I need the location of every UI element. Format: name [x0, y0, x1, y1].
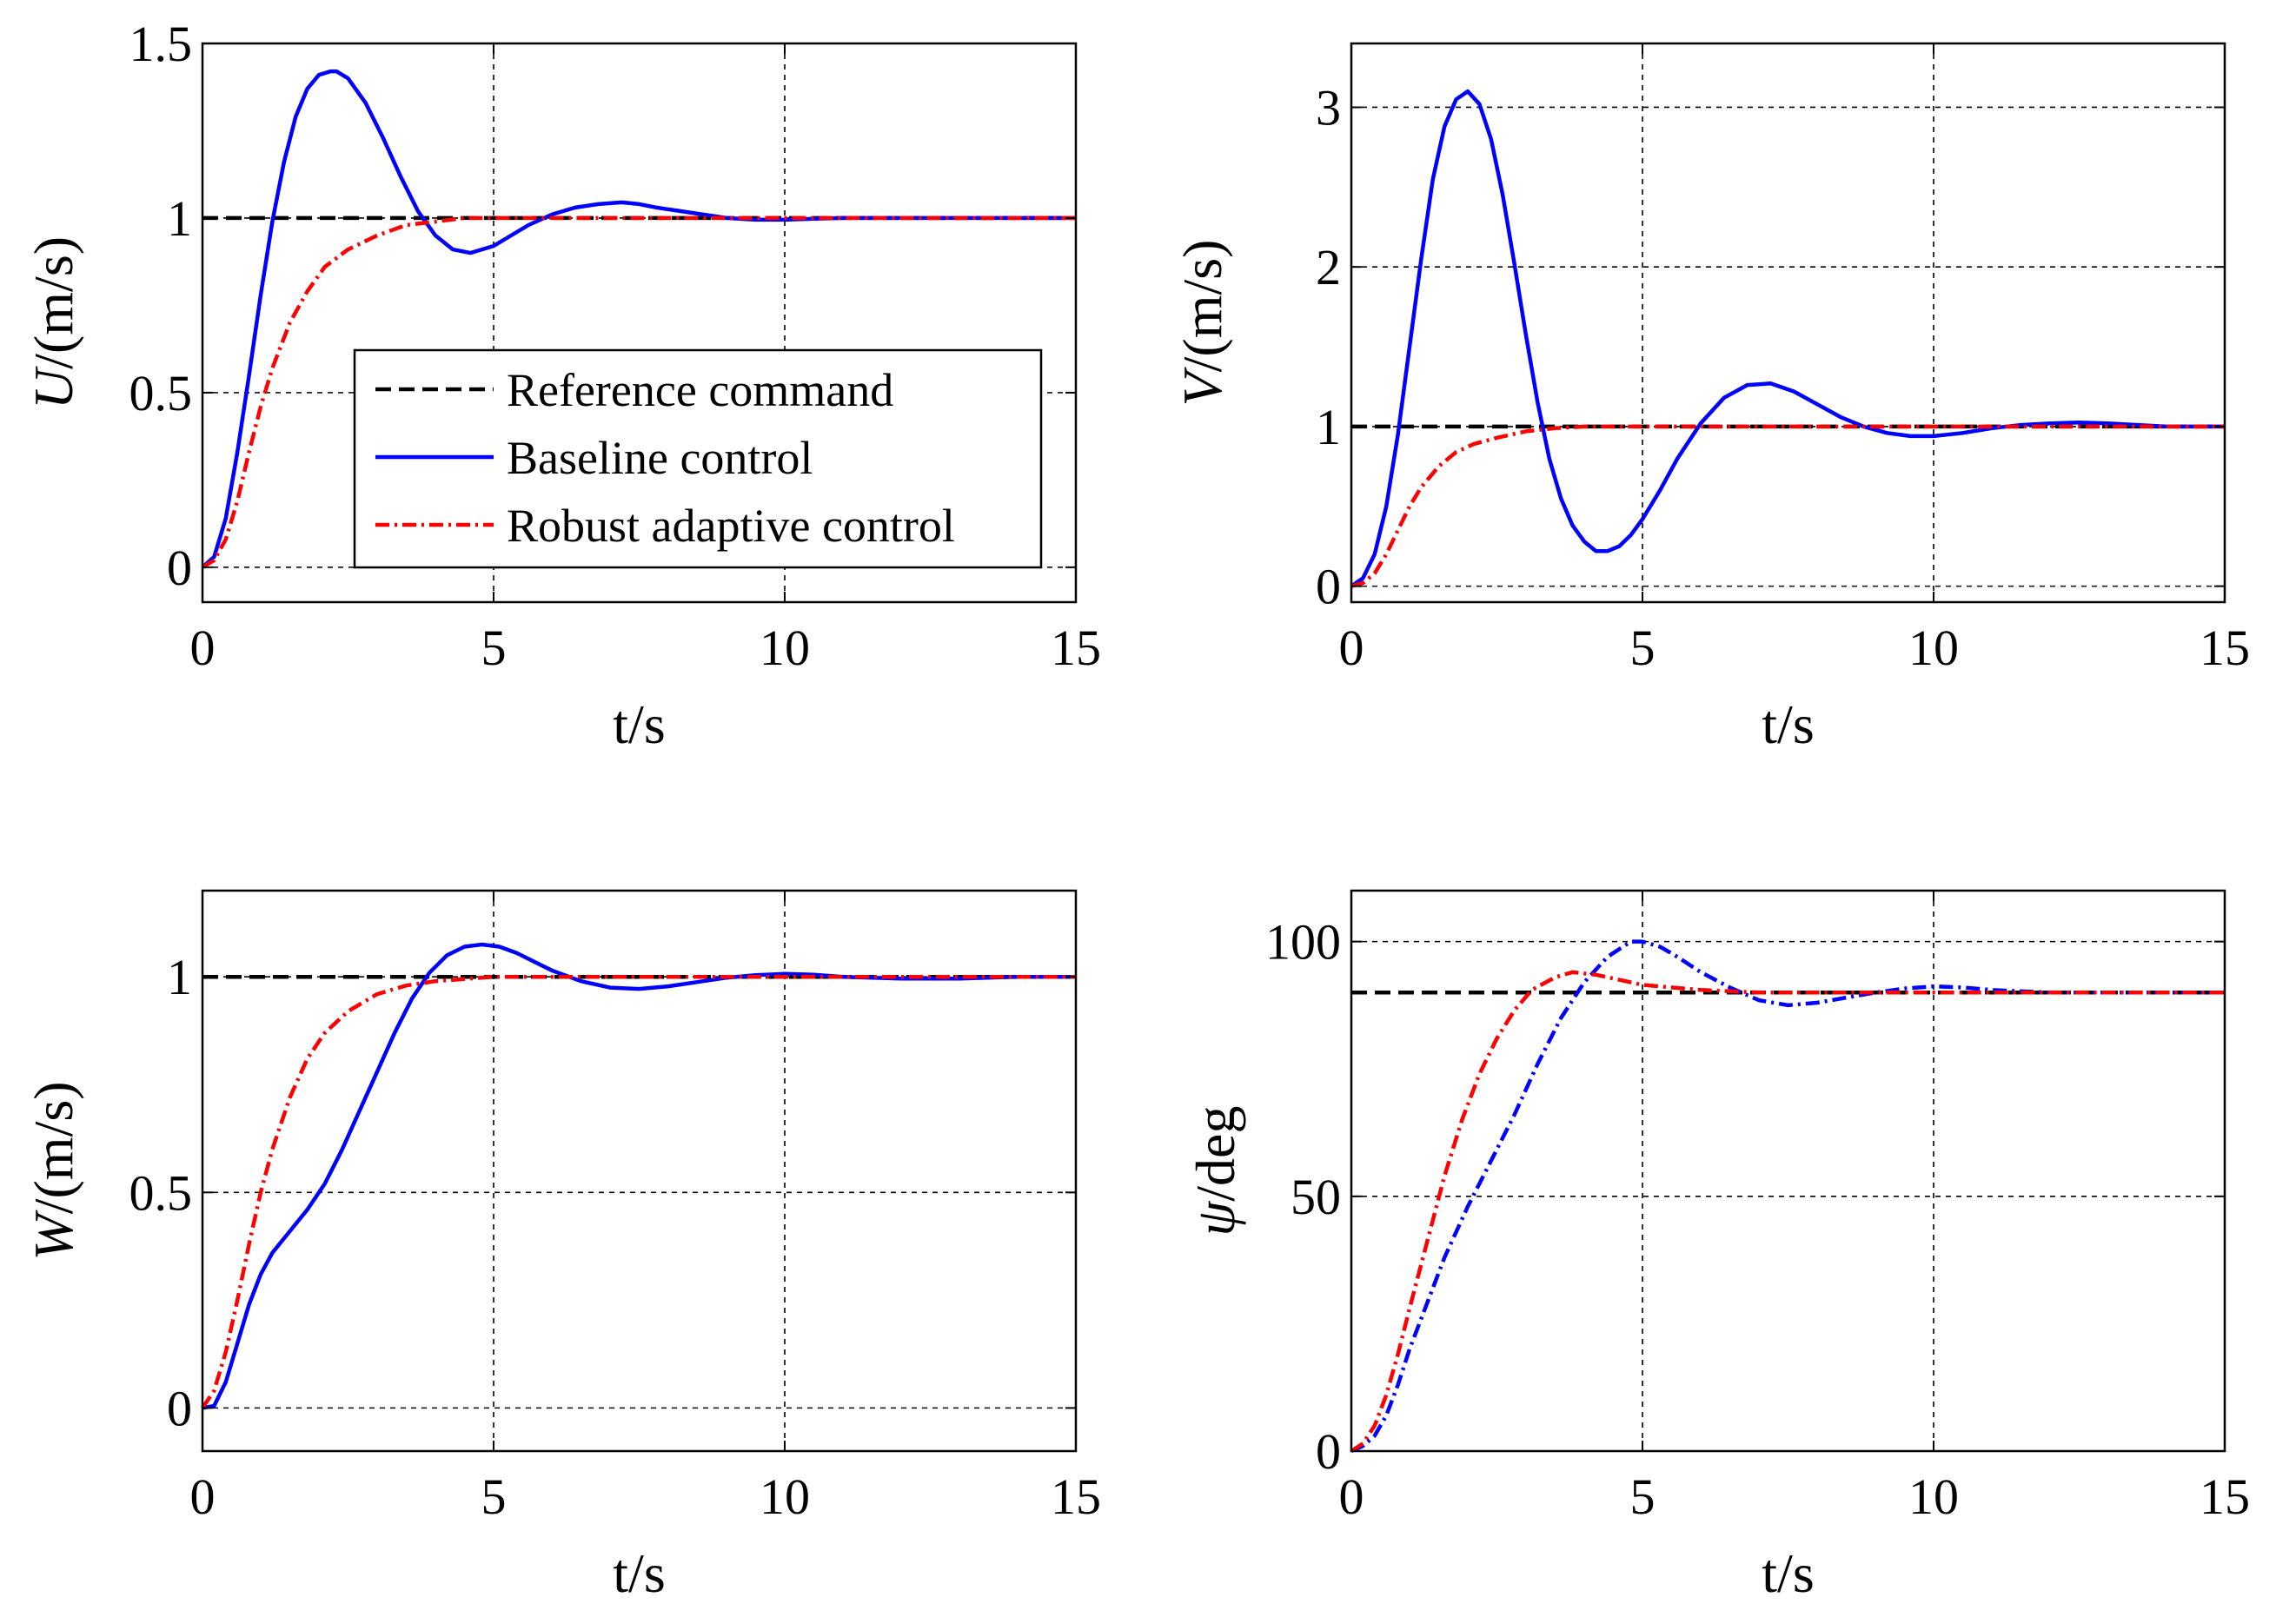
- series-line-robust-adaptive-control: [201, 974, 1076, 1409]
- x-tick-label: 10: [760, 620, 810, 676]
- legend-label-baseline: Baseline control: [507, 432, 813, 484]
- plot-area: [1351, 43, 2225, 602]
- x-tick-label: 0: [1339, 620, 1364, 676]
- legend: Reference command Baseline control Robus…: [353, 348, 1043, 569]
- x-tick-label: 0: [1339, 1468, 1364, 1525]
- legend-label-reference: Reference command: [507, 364, 893, 416]
- axes-frame: [1350, 42, 2226, 604]
- x-tick-label: 15: [1051, 620, 1101, 676]
- x-tick-label: 0: [190, 1468, 216, 1525]
- legend-label-robust: Robust adaptive control: [507, 500, 955, 552]
- series-line-baseline-control: [201, 69, 1076, 569]
- plot-area: [202, 891, 1076, 1451]
- y-axis-variable: W: [23, 1210, 84, 1261]
- y-tick-label: 50: [1291, 1169, 1341, 1225]
- y-tick-label: 2: [1316, 239, 1341, 295]
- y-tick-label: 1.5: [129, 16, 193, 72]
- y-axis-variable: U: [23, 366, 84, 409]
- y-axis-label: V/(m/s): [1171, 240, 1233, 407]
- axes-frame: [201, 889, 1078, 1453]
- x-tick-label: 0: [190, 620, 216, 676]
- series-line-robust-adaptive-control: [1350, 424, 2225, 588]
- x-tick-label: 5: [481, 620, 507, 676]
- x-axis-label: t/s: [613, 1542, 665, 1604]
- x-tick-label: 15: [2200, 1468, 2250, 1525]
- y-tick-label: 3: [1316, 79, 1341, 136]
- series-line-robust-adaptive-control: [1350, 970, 2225, 1453]
- x-axis-label: t/s: [1762, 1542, 1814, 1604]
- x-axis-label: t/s: [1762, 693, 1814, 755]
- y-axis-unit: /(m/s): [23, 236, 84, 369]
- y-axis-unit: /deg: [1184, 1106, 1246, 1202]
- y-axis-variable: ψ: [1184, 1200, 1246, 1236]
- y-tick-label: 1: [167, 190, 192, 247]
- subplot-heading-psi: 0 5 10 15 0 50 100 t/s ψ/deg: [1184, 889, 2250, 1604]
- y-axis-variable: V: [1171, 366, 1233, 406]
- x-tick-label: 5: [1630, 1468, 1656, 1525]
- y-tick-label: 0: [1316, 559, 1341, 615]
- x-tick-label: 15: [1051, 1468, 1101, 1525]
- y-tick-label: 1: [167, 949, 192, 1005]
- series-line-baseline-control: [1350, 939, 2225, 1454]
- y-axis-label: W/(m/s): [23, 1081, 84, 1260]
- x-tick-label: 15: [2200, 620, 2250, 676]
- x-tick-label: 5: [1630, 620, 1656, 676]
- axes-frame: [201, 42, 1078, 604]
- y-tick-label: 1: [1316, 399, 1341, 455]
- y-tick-label: 100: [1265, 914, 1341, 971]
- x-tick-label: 10: [1908, 620, 1959, 676]
- x-tick-label: 10: [1908, 1468, 1959, 1525]
- y-tick-label: 0: [1316, 1423, 1341, 1480]
- y-axis-label: ψ/deg: [1184, 1106, 1246, 1236]
- series-line-robust-adaptive-control: [201, 215, 1076, 569]
- y-axis-label: U/(m/s): [23, 236, 84, 409]
- subplot-v-velocity: 0 5 10 15 0 1 2 3 t/s V/(m/s): [1171, 42, 2250, 755]
- x-tick-label: 5: [481, 1468, 507, 1525]
- y-tick-label: 0: [167, 1380, 192, 1436]
- y-tick-label: 0: [167, 540, 192, 596]
- series-line-baseline-control: [202, 942, 1076, 1410]
- x-axis-label: t/s: [613, 693, 665, 755]
- plot-area: [1351, 891, 2225, 1451]
- y-axis-unit: /(m/s): [1171, 240, 1233, 373]
- y-axis-unit: /(m/s): [23, 1081, 84, 1214]
- axes-frame: [1350, 889, 2226, 1453]
- x-tick-label: 10: [760, 1468, 810, 1525]
- subplot-w-velocity: 0 5 10 15 0 0.5 1 t/s W/(m/s): [23, 889, 1101, 1604]
- y-tick-label: 0.5: [129, 1164, 193, 1221]
- series-line-baseline-control: [1350, 89, 2225, 588]
- y-tick-label: 0.5: [129, 365, 193, 421]
